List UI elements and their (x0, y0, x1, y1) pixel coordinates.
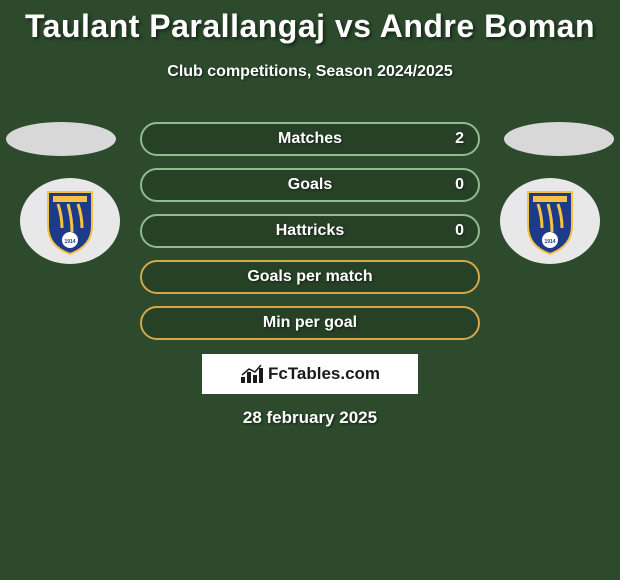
player-left-ellipse (6, 122, 116, 156)
club-badge-left: 1914 (20, 178, 120, 264)
date-text: 28 february 2025 (0, 408, 620, 428)
stat-row-goals: Goals 0 (140, 168, 480, 202)
stat-row-hattricks: Hattricks 0 (140, 214, 480, 248)
stat-row-goals-per-match: Goals per match (140, 260, 480, 294)
brand-text: FcTables.com (268, 364, 380, 384)
stats-container: Matches 2 Goals 0 Hattricks 0 Goals per … (140, 122, 480, 352)
bar-chart-icon (240, 364, 264, 384)
stat-label: Goals per match (247, 268, 372, 286)
shield-icon: 1914 (20, 178, 120, 264)
stat-value: 0 (455, 176, 464, 194)
stat-value: 2 (455, 130, 464, 148)
page-title: Taulant Parallangaj vs Andre Boman (0, 0, 620, 45)
stat-row-matches: Matches 2 (140, 122, 480, 156)
club-badge-right: 1914 (500, 178, 600, 264)
stat-label: Goals (288, 176, 332, 194)
stat-row-min-per-goal: Min per goal (140, 306, 480, 340)
stat-label: Min per goal (263, 314, 357, 332)
stat-label: Hattricks (276, 222, 344, 240)
fctables-watermark: FcTables.com (202, 354, 418, 394)
svg-text:1914: 1914 (544, 239, 555, 245)
stat-value: 0 (455, 222, 464, 240)
stat-label: Matches (278, 130, 342, 148)
svg-text:1914: 1914 (64, 239, 75, 245)
subtitle: Club competitions, Season 2024/2025 (0, 63, 620, 81)
shield-icon: 1914 (500, 178, 600, 264)
player-right-ellipse (504, 122, 614, 156)
